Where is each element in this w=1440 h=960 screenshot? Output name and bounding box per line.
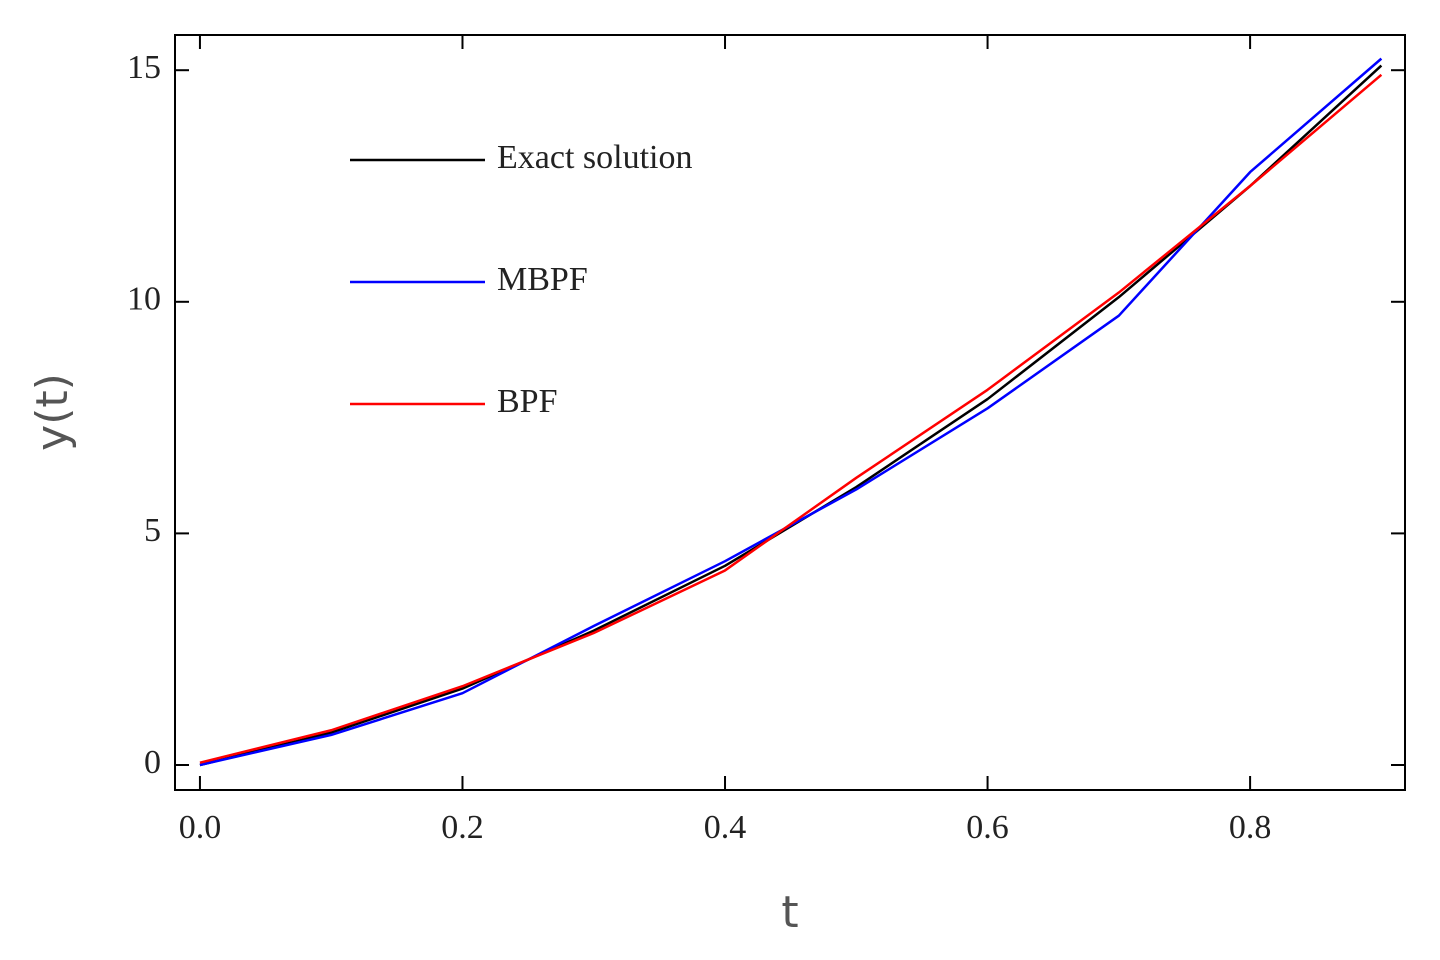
- x-tick-label: 0.6: [966, 809, 1009, 846]
- series-line: [199, 73, 1383, 764]
- legend-label: BPF: [497, 383, 558, 420]
- y-axis-label: y(t): [27, 373, 78, 451]
- legend-label: Exact solution: [497, 139, 692, 176]
- series-line: [199, 57, 1383, 767]
- x-tick-label: 0.2: [441, 809, 484, 846]
- x-tick-label: 0.0: [179, 809, 222, 846]
- series-line: [199, 64, 1383, 767]
- x-tick-label: 0.8: [1229, 809, 1272, 846]
- x-tick-label: 0.4: [704, 809, 747, 846]
- legend-label: MBPF: [497, 261, 588, 298]
- x-axis-label: t: [781, 887, 798, 938]
- y-tick-label: 10: [127, 281, 161, 318]
- plot-frame: [174, 34, 1406, 791]
- y-tick-label: 0: [144, 744, 161, 781]
- y-tick-label: 5: [144, 512, 161, 549]
- y-tick-label: 15: [127, 49, 161, 86]
